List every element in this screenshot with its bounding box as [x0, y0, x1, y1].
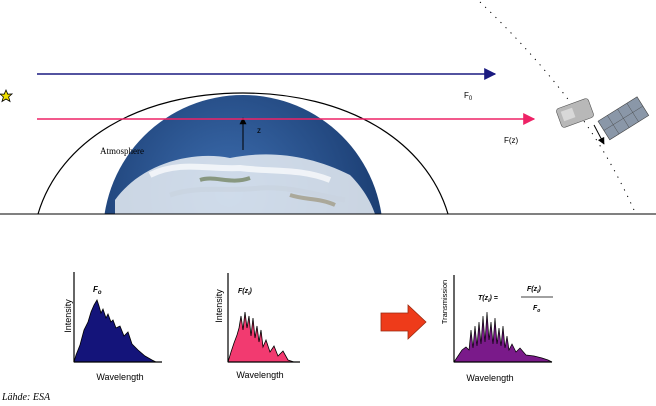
fz-label: F(z): [504, 136, 519, 145]
incident-spectrum-area: [73, 299, 157, 363]
plot-transmission-spectrum: Transmission Wavelength T(zi) = F(zi) Fo: [440, 275, 553, 383]
transmission-equation-denominator: Fo: [533, 305, 540, 314]
plot3-ylabel: Transmission: [440, 280, 449, 324]
satellite-icon: [556, 96, 650, 145]
satellite-orbit: [479, 1, 635, 211]
plot-attenuated-spectrum: Intensity Wavelength F(zi): [214, 273, 300, 380]
atmosphere-boundary: [37, 92, 449, 215]
red-arrow-icon: [380, 304, 427, 340]
source-credit: Lähde: ESA: [1, 392, 51, 403]
sun-icon: [0, 88, 14, 103]
plot1-ylabel: Intensity: [63, 299, 73, 333]
transmission-spectrum-area: [453, 311, 553, 363]
plot1-title: Fo: [93, 285, 102, 296]
plot3-xlabel: Wavelength: [466, 373, 513, 383]
plot2-xlabel: Wavelength: [236, 370, 283, 380]
transmission-equation-left: T(zi) =: [478, 295, 498, 304]
attenuated-spectrum-area: [227, 311, 295, 363]
transmission-equation-numerator: F(zi): [527, 286, 542, 295]
f0-label: F0: [464, 91, 473, 102]
plot2-ylabel: Intensity: [214, 289, 224, 323]
atmosphere-label: Atmosphere: [100, 146, 144, 156]
earth-globe: [104, 95, 382, 214]
plot1-xlabel: Wavelength: [96, 372, 143, 382]
plot2-title: F(zi): [238, 288, 253, 297]
plot-incident-spectrum: Intensity Wavelength Fo: [63, 272, 162, 382]
z-label: z: [257, 126, 261, 135]
